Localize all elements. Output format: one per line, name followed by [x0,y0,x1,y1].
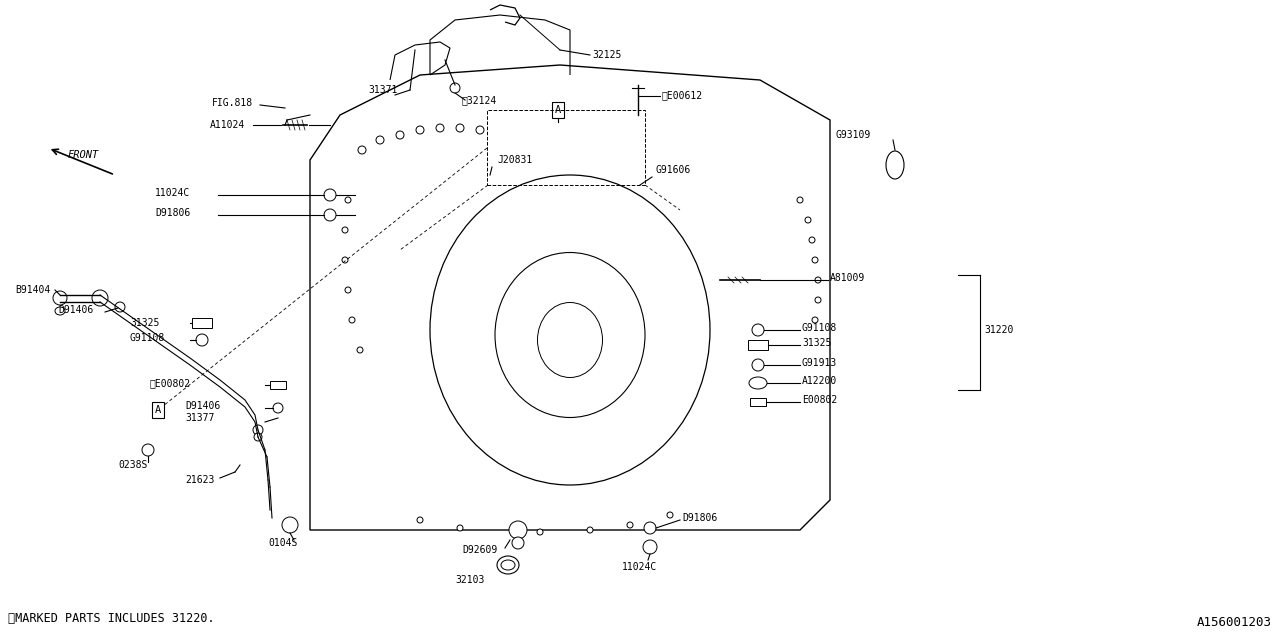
Text: 31371: 31371 [369,85,397,95]
Text: 11024C: 11024C [155,188,191,198]
Ellipse shape [627,522,634,528]
Ellipse shape [55,307,65,315]
Ellipse shape [815,277,820,283]
Ellipse shape [273,403,283,413]
Text: E00802: E00802 [803,395,837,405]
Ellipse shape [538,529,543,535]
Ellipse shape [476,126,484,134]
Text: 0238S: 0238S [118,460,147,470]
Text: G91913: G91913 [803,358,837,368]
Ellipse shape [342,257,348,263]
Ellipse shape [815,297,820,303]
Ellipse shape [436,124,444,132]
Ellipse shape [451,83,460,93]
Text: D92609: D92609 [462,545,497,555]
Text: 21623: 21623 [186,475,214,485]
Ellipse shape [643,540,657,554]
Bar [192,318,212,328]
Ellipse shape [497,556,518,574]
Text: D91806: D91806 [682,513,717,523]
Text: 11024C: 11024C [622,562,657,572]
Text: ※32124: ※32124 [462,95,497,105]
Ellipse shape [417,517,422,523]
Text: G93109: G93109 [835,130,870,140]
Text: 31220: 31220 [984,325,1014,335]
Polygon shape [310,65,829,530]
Text: G91606: G91606 [655,165,690,175]
Ellipse shape [324,209,335,221]
Ellipse shape [253,433,262,441]
Ellipse shape [346,287,351,293]
Bar [750,398,765,406]
Text: B91404: B91404 [15,285,50,295]
Ellipse shape [430,175,710,485]
Text: A12200: A12200 [803,376,837,386]
Text: ※MARKED PARTS INCLUDES 31220.: ※MARKED PARTS INCLUDES 31220. [8,611,215,625]
Bar [270,381,285,389]
Ellipse shape [753,324,764,336]
Ellipse shape [509,521,527,539]
Ellipse shape [644,522,657,534]
Text: G91108: G91108 [803,323,837,333]
Text: ※E00612: ※E00612 [662,90,703,100]
Ellipse shape [538,303,603,378]
Text: 31325: 31325 [131,318,160,328]
Ellipse shape [667,512,673,518]
Ellipse shape [142,444,154,456]
Ellipse shape [457,525,463,531]
Ellipse shape [253,425,262,435]
Text: ※E00802: ※E00802 [150,378,191,388]
Text: 32103: 32103 [454,575,484,585]
Ellipse shape [376,136,384,144]
Ellipse shape [753,359,764,371]
Ellipse shape [812,317,818,323]
Ellipse shape [115,302,125,312]
Ellipse shape [886,151,904,179]
Ellipse shape [396,131,404,139]
Text: 31377: 31377 [186,413,214,423]
Text: D91406: D91406 [186,401,220,411]
Ellipse shape [512,537,524,549]
Text: A: A [155,405,161,415]
Ellipse shape [282,517,298,533]
Text: G91108: G91108 [131,333,165,343]
Ellipse shape [588,527,593,533]
Ellipse shape [812,257,818,263]
Text: 32125: 32125 [591,50,621,60]
Text: A11024: A11024 [210,120,246,130]
Ellipse shape [357,347,364,353]
Text: J20831: J20831 [497,155,532,165]
Text: A156001203: A156001203 [1197,616,1272,628]
Bar [486,110,645,185]
Text: 31325: 31325 [803,338,832,348]
Text: 0104S: 0104S [268,538,297,548]
Bar [748,340,768,350]
Ellipse shape [358,146,366,154]
Ellipse shape [196,334,207,346]
Ellipse shape [500,560,515,570]
Text: FIG.818: FIG.818 [212,98,253,108]
Text: A: A [554,105,561,115]
Ellipse shape [456,124,465,132]
Ellipse shape [495,253,645,417]
Ellipse shape [346,197,351,203]
Ellipse shape [749,377,767,389]
Ellipse shape [52,291,67,305]
Ellipse shape [92,290,108,306]
Ellipse shape [324,189,335,201]
Ellipse shape [805,217,812,223]
Ellipse shape [416,126,424,134]
Ellipse shape [797,197,803,203]
Text: FRONT: FRONT [68,150,100,160]
Text: D91406: D91406 [58,305,93,315]
Ellipse shape [809,237,815,243]
Ellipse shape [342,227,348,233]
Ellipse shape [349,317,355,323]
Text: D91806: D91806 [155,208,191,218]
Text: A81009: A81009 [829,273,865,283]
